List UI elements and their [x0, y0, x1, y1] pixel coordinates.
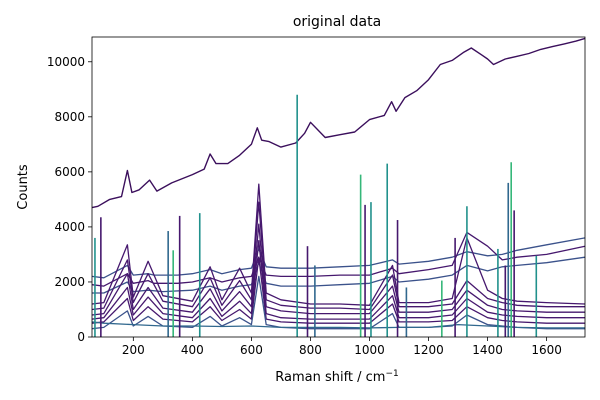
trace-line-5	[91, 183, 586, 306]
x-tick-label: 800	[299, 343, 322, 357]
plot-frame	[91, 36, 586, 338]
trace-line-2	[91, 237, 586, 279]
y-axis-label: Counts	[16, 164, 31, 210]
x-tick-label: 1400	[472, 343, 503, 357]
y-ticks: 0 2000 4000 6000 8000 10000	[47, 55, 92, 344]
trace-line-7	[91, 223, 585, 316]
spikes-group	[94, 94, 538, 337]
x-tick-label: 200	[122, 343, 145, 357]
trace-line-11	[91, 321, 585, 329]
x-axis-label-superscript: −1	[385, 369, 398, 379]
chart-title: original data	[293, 14, 381, 30]
y-tick-label: 10000	[47, 55, 85, 69]
trace-line-4	[92, 256, 586, 294]
y-tick-label: 0	[77, 330, 85, 344]
x-tick-label: 400	[181, 343, 204, 357]
x-axis-label-text: Raman shift / cm	[275, 370, 385, 385]
x-ticks: 200 400 600 800 1000 1200 1400 1600	[122, 337, 562, 357]
x-axis-label: Raman shift / cm−1	[275, 369, 399, 385]
x-tick-label: 1200	[413, 343, 444, 357]
y-tick-label: 4000	[54, 220, 85, 234]
y-tick-label: 8000	[54, 110, 85, 124]
trace-line-3	[91, 231, 586, 287]
x-tick-label: 1000	[354, 343, 385, 357]
x-tick-label: 600	[240, 343, 263, 357]
x-tick-label: 1600	[531, 343, 562, 357]
traces-group	[91, 37, 586, 330]
trace-line-6	[91, 201, 585, 311]
y-tick-label: 2000	[54, 275, 85, 289]
trace-line-1	[91, 37, 586, 209]
y-tick-label: 6000	[54, 165, 85, 179]
trace-line-8	[91, 240, 585, 320]
trace-line-9	[91, 256, 585, 324]
